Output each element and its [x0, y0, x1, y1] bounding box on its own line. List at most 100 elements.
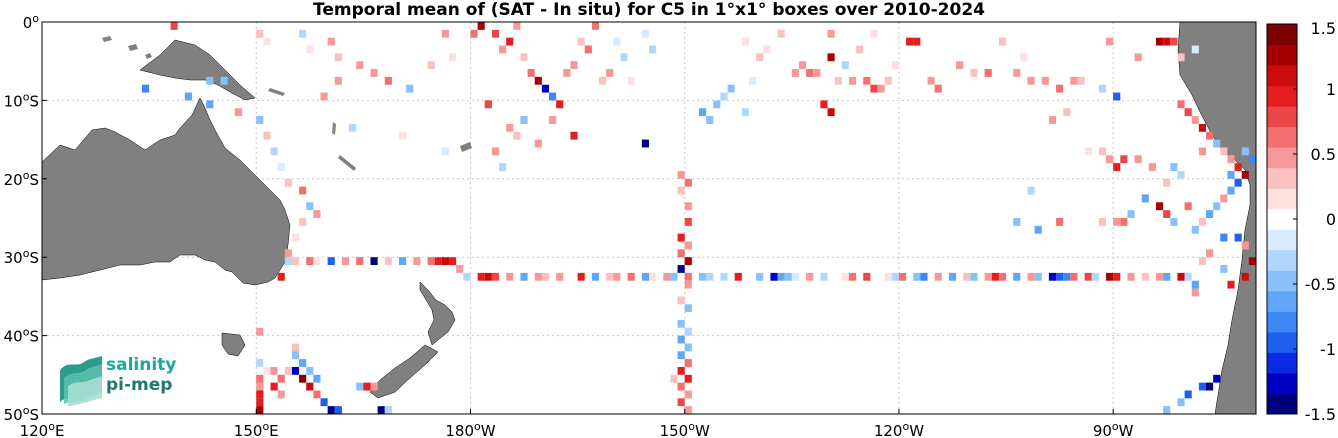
data-cell — [384, 76, 392, 85]
data-cell — [763, 45, 771, 54]
data-cell — [306, 45, 314, 54]
data-cell — [806, 272, 814, 281]
data-cell — [791, 272, 799, 281]
data-cell — [363, 382, 371, 391]
data-cell — [713, 100, 721, 109]
data-cell — [441, 147, 450, 156]
data-cell — [663, 272, 671, 281]
data-cell — [206, 76, 214, 85]
data-cell — [791, 69, 799, 77]
land-islands-north — [102, 36, 152, 59]
data-cell — [1248, 257, 1256, 266]
data-cell — [299, 374, 307, 383]
data-cell — [827, 108, 835, 117]
logo-line-2: pi-mep — [106, 375, 173, 395]
data-cell — [677, 382, 685, 391]
colorbar-tick-label: 1 — [1326, 80, 1336, 99]
data-cell — [491, 29, 500, 38]
data-cell — [1234, 178, 1242, 187]
data-cell — [1198, 218, 1207, 226]
data-cell — [1206, 249, 1214, 258]
data-cell — [256, 390, 264, 399]
data-cell — [541, 272, 550, 281]
tick-label: 40oS — [4, 325, 39, 346]
data-cell — [677, 335, 685, 344]
data-cell — [1106, 272, 1114, 281]
data-cell — [1013, 69, 1021, 77]
tick-label: 50oS — [4, 404, 39, 425]
data-cell — [741, 37, 749, 46]
land-vanuatu — [332, 122, 336, 135]
data-cell — [234, 108, 242, 117]
data-cell — [1177, 170, 1185, 179]
data-cell — [313, 390, 321, 399]
data-cell — [1098, 84, 1107, 93]
data-cell — [577, 272, 585, 281]
data-cell — [1020, 53, 1028, 62]
data-cell — [1227, 170, 1235, 179]
data-cell — [370, 257, 378, 266]
data-cell — [327, 406, 335, 414]
data-cell — [727, 84, 735, 93]
data-cell — [1077, 76, 1085, 85]
data-cell — [320, 398, 328, 407]
data-cell — [299, 186, 307, 195]
data-cell — [684, 327, 692, 336]
data-cell — [427, 61, 435, 70]
data-cell — [1198, 147, 1207, 156]
data-cell — [463, 272, 471, 281]
data-cell — [891, 61, 899, 70]
data-cell — [441, 257, 450, 266]
data-cell — [677, 398, 685, 407]
data-cell — [320, 92, 328, 101]
data-cell — [956, 61, 964, 70]
data-cell — [1198, 257, 1207, 266]
data-cell — [334, 406, 342, 414]
data-cell — [820, 272, 828, 281]
data-cell — [556, 100, 564, 109]
data-cell — [1070, 272, 1078, 281]
data-cell — [1184, 202, 1192, 211]
data-cell — [399, 131, 407, 140]
data-cell — [220, 76, 228, 85]
data-cell — [413, 257, 421, 266]
data-cell — [327, 257, 335, 266]
colorbar-swatch — [1267, 167, 1297, 189]
data-cell — [1241, 272, 1249, 281]
data-cell — [1163, 272, 1171, 281]
data-cell — [1156, 272, 1164, 281]
data-cell — [1063, 108, 1071, 117]
data-cell — [291, 233, 300, 242]
data-cell — [1056, 272, 1064, 281]
data-cell — [491, 147, 500, 156]
data-cell — [677, 265, 685, 273]
data-cell — [1156, 430, 1163, 438]
data-cell — [884, 272, 892, 281]
data-cell — [613, 272, 621, 281]
data-cell — [1142, 414, 1149, 422]
data-cell — [734, 272, 742, 281]
data-cell — [863, 76, 871, 85]
data-cell — [677, 249, 685, 258]
data-cell — [277, 374, 285, 383]
data-cell — [534, 272, 542, 281]
data-cell — [706, 272, 714, 281]
data-cell — [1220, 233, 1228, 242]
data-cell — [356, 61, 364, 70]
data-cell — [1198, 382, 1207, 391]
data-cell — [1084, 272, 1092, 281]
data-cell — [1241, 170, 1249, 179]
data-cell — [684, 406, 692, 414]
data-cell — [1191, 225, 1199, 234]
data-cell — [284, 249, 292, 258]
data-cell — [1234, 163, 1242, 171]
data-cell — [1170, 37, 1178, 46]
data-cell — [813, 69, 821, 77]
data-cell — [349, 123, 357, 132]
tick-label: 120oE — [20, 420, 65, 438]
data-cells — [141, 22, 1256, 438]
data-cell — [506, 37, 514, 46]
data-cell — [477, 272, 485, 281]
data-cell — [884, 76, 892, 85]
data-cell — [720, 272, 728, 281]
